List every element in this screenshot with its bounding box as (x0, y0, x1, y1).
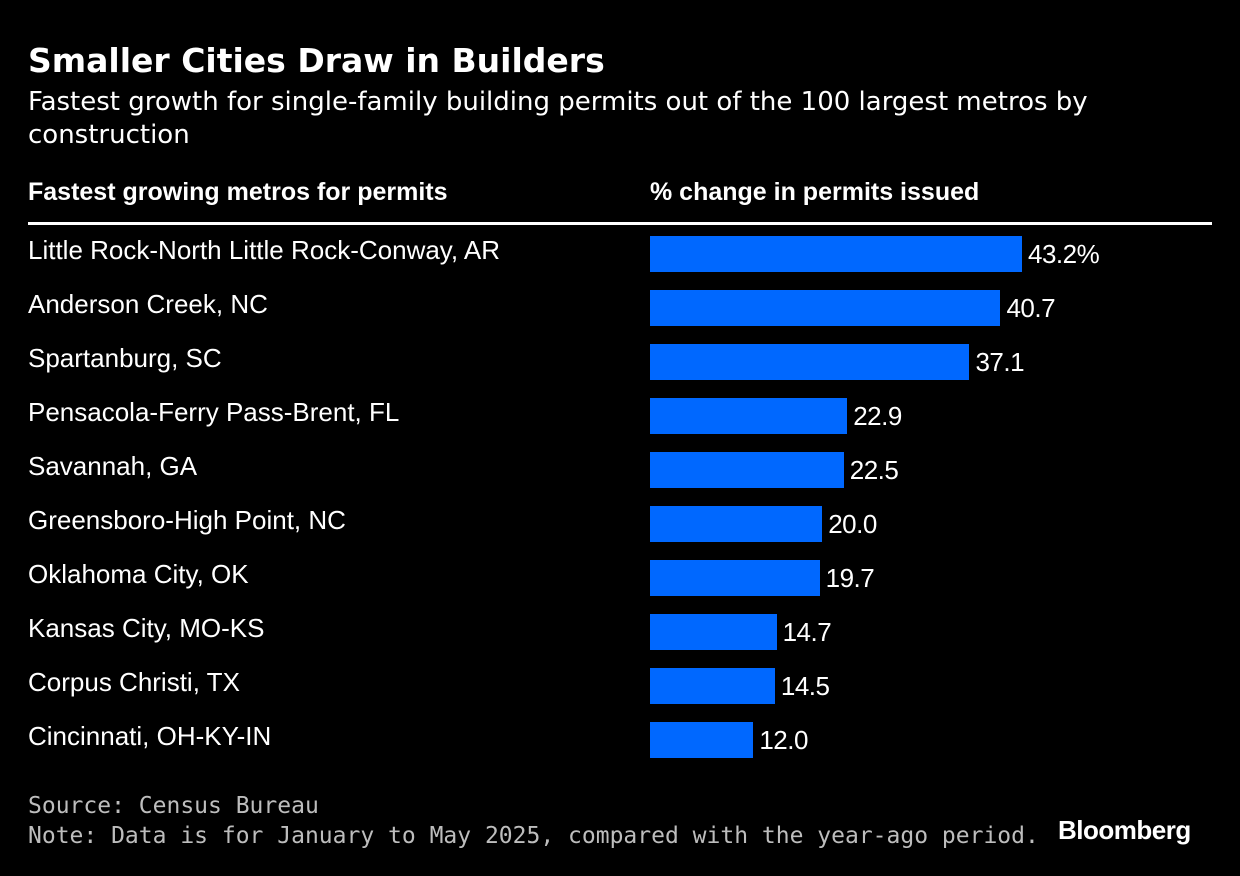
data-label: 22.5 (849, 455, 899, 485)
data-note: Note: Data is for January to May 2025, c… (28, 823, 1039, 849)
header-divider (28, 222, 1212, 225)
data-label: 37.1 (975, 347, 1025, 377)
category-label: Corpus Christi, TX (28, 667, 240, 697)
data-label: 43.2% (1028, 239, 1100, 269)
bar (650, 560, 820, 596)
bar (650, 614, 777, 650)
category-label: Kansas City, MO-KS (28, 613, 265, 643)
bar (650, 398, 848, 434)
column-header-metros: Fastest growing metros for permits (28, 178, 448, 206)
bloomberg-logo: Bloomberg (1058, 815, 1191, 845)
category-label: Anderson Creek, NC (28, 289, 268, 319)
category-label: Greensboro-High Point, NC (28, 505, 346, 535)
category-label: Pensacola-Ferry Pass-Brent, FL (28, 397, 400, 427)
data-label: 12.0 (759, 725, 808, 755)
column-header-percent-change: % change in permits issued (650, 178, 980, 206)
bar (650, 722, 754, 758)
category-label: Cincinnati, OH-KY-IN (28, 721, 272, 751)
bar (650, 344, 970, 380)
bar (650, 290, 1001, 326)
data-label: 14.5 (780, 671, 830, 701)
bar (650, 452, 844, 488)
data-label: 14.7 (782, 617, 832, 647)
bar (650, 236, 1022, 272)
chart-subtitle: Fastest growth for single-family buildin… (28, 87, 1088, 150)
chart-title: Smaller Cities Draw in Builders (28, 41, 605, 80)
category-label: Savannah, GA (28, 451, 198, 481)
data-label: 22.9 (853, 401, 902, 431)
source-note: Source: Census Bureau (28, 793, 319, 819)
category-label: Oklahoma City, OK (28, 559, 249, 589)
data-label: 40.7 (1006, 293, 1056, 323)
data-label: 20.0 (828, 509, 877, 539)
bar (650, 668, 775, 704)
bar (650, 506, 823, 542)
category-label: Little Rock-North Little Rock-Conway, AR (28, 235, 501, 265)
category-label: Spartanburg, SC (28, 343, 222, 373)
data-label: 19.7 (825, 563, 875, 593)
